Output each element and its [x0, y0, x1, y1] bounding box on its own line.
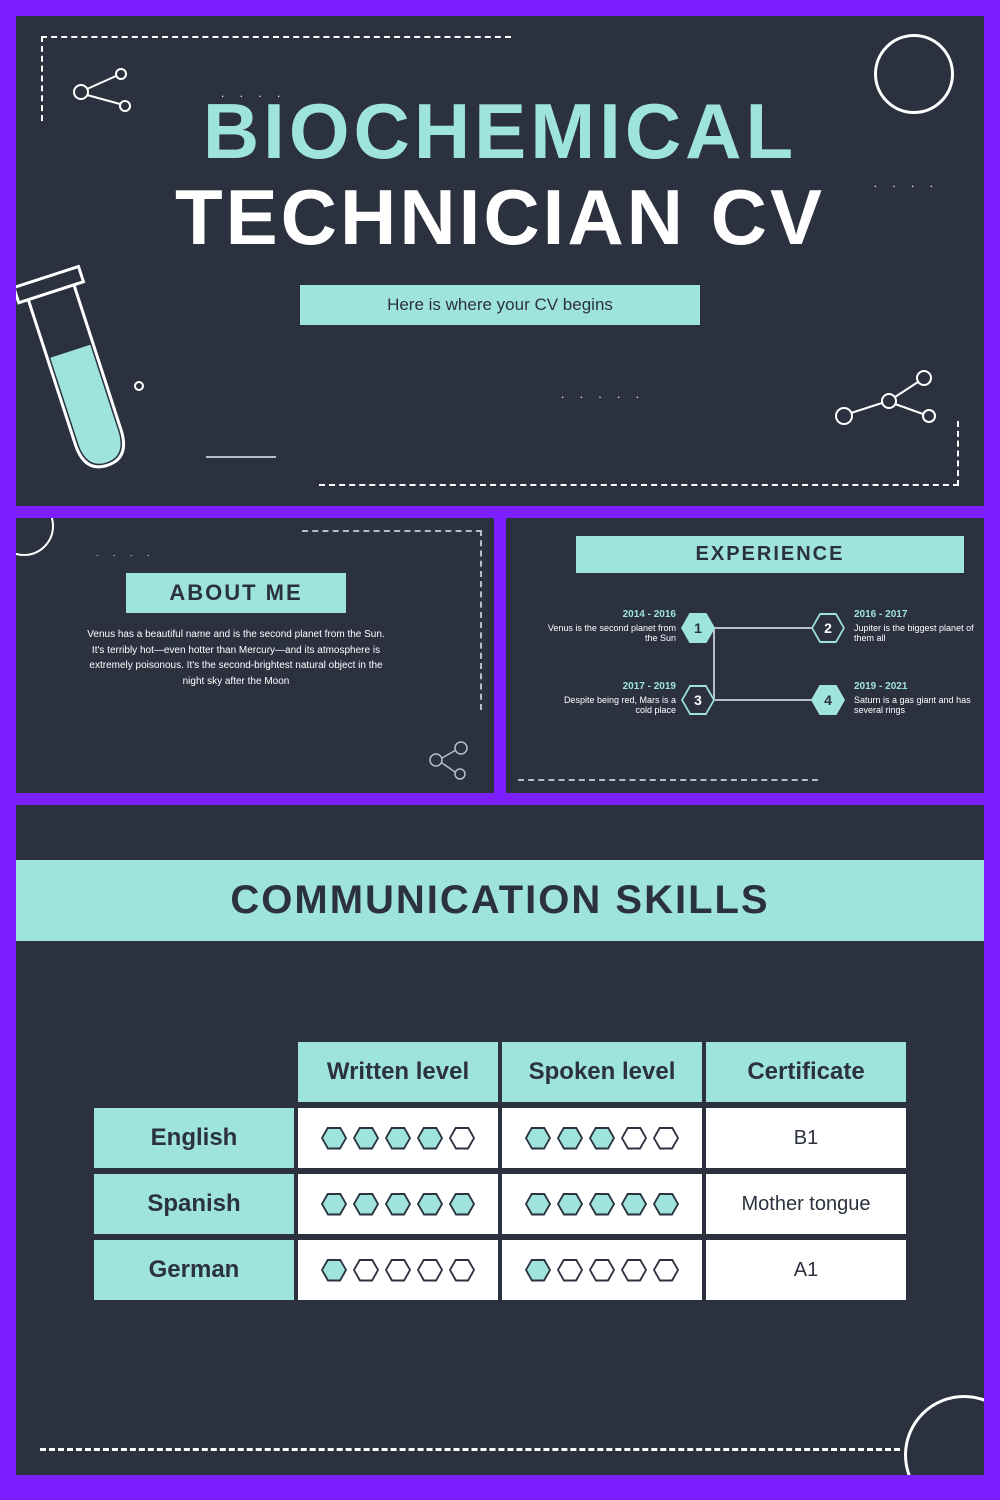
table-row: Spanish Mother tongue: [94, 1174, 906, 1234]
title-line-2: TECHNICIAN CV: [16, 172, 984, 263]
spoken-level: [502, 1108, 702, 1168]
certificate: A1: [706, 1240, 906, 1300]
dash-border: [302, 530, 482, 710]
language-name: English: [94, 1108, 294, 1168]
table-header: Written level: [298, 1042, 498, 1102]
written-level: [298, 1174, 498, 1234]
timeline-node: 1: [681, 613, 715, 643]
circle-icon: [874, 34, 954, 114]
table-row: English B1: [94, 1108, 906, 1168]
table-header: Spoken level: [502, 1042, 702, 1102]
timeline-node: 4: [811, 685, 845, 715]
experience-timeline: 1 2014 - 2016 Venus is the second planet…: [506, 587, 984, 767]
timeline-item: 2014 - 2016 Venus is the second planet f…: [546, 609, 676, 643]
timeline-item: 2017 - 2019 Despite being red, Mars is a…: [546, 681, 676, 715]
dash-border: [518, 779, 818, 781]
timeline-node: 3: [681, 685, 715, 715]
small-circle-icon: [134, 381, 144, 391]
skills-heading: COMMUNICATION SKILLS: [16, 860, 984, 941]
molecule-icon: [416, 738, 476, 783]
dots-icon: . . . .: [874, 176, 939, 190]
circle-icon: [904, 1395, 984, 1475]
dots-icon: . . . .: [96, 548, 156, 558]
circle-icon: [16, 518, 54, 556]
language-name: Spanish: [94, 1174, 294, 1234]
spoken-level: [502, 1240, 702, 1300]
line-decoration: [206, 456, 276, 458]
experience-slide: EXPERIENCE 1 2014 - 2016 Venus is the se…: [506, 518, 984, 793]
timeline-item: 2019 - 2021 Saturn is a gas giant and ha…: [854, 681, 984, 715]
skills-slide: COMMUNICATION SKILLS Written level Spoke…: [16, 805, 984, 1475]
certificate: Mother tongue: [706, 1174, 906, 1234]
spoken-level: [502, 1174, 702, 1234]
language-name: German: [94, 1240, 294, 1300]
timeline-node: 2: [811, 613, 845, 643]
molecule-icon: [824, 366, 944, 436]
test-tube-icon: [16, 263, 148, 487]
subtitle: Here is where your CV begins: [300, 285, 700, 325]
certificate: B1: [706, 1108, 906, 1168]
table-header-blank: [94, 1042, 294, 1102]
timeline-item: 2016 - 2017 Jupiter is the biggest plane…: [854, 609, 984, 643]
title-slide: . . . . . . . . . . . . . BIOCHEMICAL TE…: [16, 16, 984, 506]
dots-icon: . . . .: [221, 86, 286, 100]
skills-table: Written level Spoken level Certificate E…: [90, 1036, 910, 1306]
experience-heading: EXPERIENCE: [576, 536, 964, 573]
written-level: [298, 1240, 498, 1300]
dots-icon: . . . . .: [561, 387, 645, 401]
molecule-icon: [71, 64, 161, 119]
dash-border: [40, 1448, 900, 1451]
table-row: German A1: [94, 1240, 906, 1300]
written-level: [298, 1108, 498, 1168]
table-header: Certificate: [706, 1042, 906, 1102]
about-slide: . . . . ABOUT ME Venus has a beautiful n…: [16, 518, 494, 793]
